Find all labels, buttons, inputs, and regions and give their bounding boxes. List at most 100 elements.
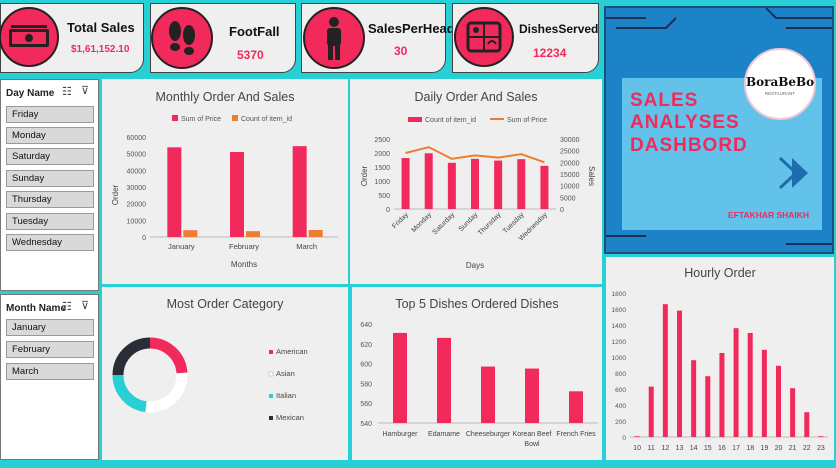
kpi-title: SalesPerHead [368, 21, 455, 36]
y-tick-label: 640 [360, 322, 372, 329]
monthly-chart-panel: Monthly Order And Sales Sum of Price Coun… [102, 79, 348, 284]
x-axis-title: Months [231, 260, 257, 269]
x-tick-label: 19 [760, 445, 768, 452]
slicer-title: Month Name [6, 303, 66, 314]
kpi-card-total-sales: Total Sales $1,61,152.10 [0, 3, 144, 73]
multi-select-icon[interactable]: ☷ [62, 301, 72, 313]
bar-sum-of-price [167, 147, 182, 237]
kpi-value: 12234 [533, 46, 567, 60]
kpi-card-dishes-served: DishesServed 12234 [452, 3, 599, 73]
bar-dish [481, 366, 495, 423]
top5-chart-panel: Top 5 Dishes Ordered Dishes 540 560 580 600… [352, 287, 602, 460]
slicer-item-march[interactable]: March [6, 363, 94, 380]
y-tick-label: 1500 [374, 165, 390, 172]
top5-chart: 540 560 580 600 620 640 Hamburger Edamame Cheese… [360, 322, 598, 448]
x-tick-label: Hamburger [382, 431, 418, 438]
y2-tick-label: 15000 [560, 172, 580, 179]
multi-select-icon[interactable]: ☷ [62, 86, 72, 98]
y-tick-label: 400 [615, 403, 626, 410]
x-tick-label: 20 [775, 445, 783, 452]
kpi-card-sales-per-head: SalesPerHead 30 [301, 3, 455, 73]
kpi-value: 30 [394, 44, 408, 58]
logo-text: BoraBeBo [746, 75, 815, 89]
kpi-value: $1,61,152.10 [71, 44, 130, 55]
logo-badge: BoraBeBo RESTAURANT [744, 48, 816, 120]
legend-label: Italian [276, 391, 296, 400]
bar-hour [648, 386, 654, 437]
y-tick-label: 620 [360, 342, 372, 349]
y-tick-label: 600 [615, 387, 626, 394]
clear-filter-icon[interactable]: ⊽ [81, 85, 90, 97]
y-tick-label: 50000 [127, 152, 147, 159]
banner-decoration [606, 8, 832, 252]
x-axis-title: Days [466, 261, 484, 270]
donut-slice-mexican [112, 337, 151, 376]
food-tray-icon [454, 7, 514, 67]
y-tick-label: 30000 [127, 185, 147, 192]
person-icon [303, 7, 365, 69]
y-tick-label: 540 [360, 421, 372, 428]
chart-title: Most Order Category [166, 297, 284, 311]
bar-count-of-item [447, 162, 456, 209]
slicer-item-sunday[interactable]: Sunday [6, 170, 94, 187]
bar-count-of-item [308, 230, 323, 237]
slicer-item-january[interactable]: January [6, 319, 94, 336]
slicer-item-saturday[interactable]: Saturday [6, 148, 94, 165]
donut-slice-asian [145, 372, 188, 413]
hourly-chart-panel: Hourly Order 0 200 400 600 800 1000 1200 1400 16… [606, 257, 834, 460]
monthly-chart: Sum of Price Count of item_id 0 10000 20000 3… [111, 115, 338, 269]
y2-tick-label: 0 [560, 207, 564, 214]
chart-title: Monthly Order And Sales [155, 90, 295, 104]
bar-hour [662, 304, 668, 437]
bar-count-of-item [401, 158, 410, 209]
y-tick-label: 20000 [127, 202, 147, 209]
banner-panel: BoraBeBo RESTAURANT SALES ANALYSES DASHB… [604, 6, 834, 254]
chart-title: Top 5 Dishes Ordered Dishes [395, 297, 559, 311]
legend-swatch [268, 371, 274, 377]
legend-label: Sum of Price [507, 117, 547, 124]
x-tick-label: 10 [633, 445, 641, 452]
y2-tick-label: 20000 [560, 160, 580, 167]
slicer-item-monday[interactable]: Monday [6, 127, 94, 144]
bar-count-of-item [471, 158, 479, 209]
bar-sum-of-price [292, 146, 307, 237]
kpi-title: Total Sales [67, 20, 135, 35]
legend-swatch [269, 416, 273, 420]
legend-swatch [172, 115, 178, 121]
x-tick-label: February [229, 242, 259, 251]
legend-label: Count of item_id [425, 117, 476, 124]
slicer-item-thursday[interactable]: Thursday [6, 191, 94, 208]
slicer-item-friday[interactable]: Friday [6, 106, 94, 123]
x-tick-label: March [296, 242, 317, 251]
y-tick-label: 580 [360, 381, 372, 388]
x-tick-label: Sunday [458, 211, 480, 233]
bar-dish [525, 368, 539, 423]
slicer-title: Day Name [6, 88, 55, 99]
clear-filter-icon[interactable]: ⊽ [81, 300, 90, 312]
x-tick-label: 22 [803, 445, 811, 452]
slicer-item-february[interactable]: February [6, 341, 94, 358]
bar-count-of-item [246, 231, 260, 237]
x-tick-label: 14 [690, 445, 698, 452]
bar-hour [747, 333, 753, 437]
logo-subtext: RESTAURANT [764, 91, 796, 96]
y-axis-title: Order [111, 184, 120, 205]
y-tick-label: 1400 [612, 323, 627, 330]
bar-hour [705, 376, 711, 437]
bar-hour [634, 436, 640, 437]
x-tick-label: 15 [704, 445, 712, 452]
bar-hour [719, 353, 725, 437]
y-tick-label: 1000 [612, 355, 627, 362]
x-tick-label: 21 [789, 445, 797, 452]
x-tick-label: Korean Beef Bowl [513, 431, 552, 448]
slicer-item-tuesday[interactable]: Tuesday [6, 213, 94, 230]
bar-dish [437, 337, 451, 423]
legend-label: Mexican [276, 413, 304, 422]
y-tick-label: 0 [386, 207, 390, 214]
month-slicer: Month Name ☷ ⊽ January February March [0, 294, 99, 460]
slicer-item-wednesday[interactable]: Wednesday [6, 234, 94, 251]
bar-count-of-item [183, 230, 198, 237]
bar-count-of-item [540, 165, 549, 209]
legend-swatch [408, 117, 422, 122]
y-tick-label: 2500 [374, 137, 390, 144]
